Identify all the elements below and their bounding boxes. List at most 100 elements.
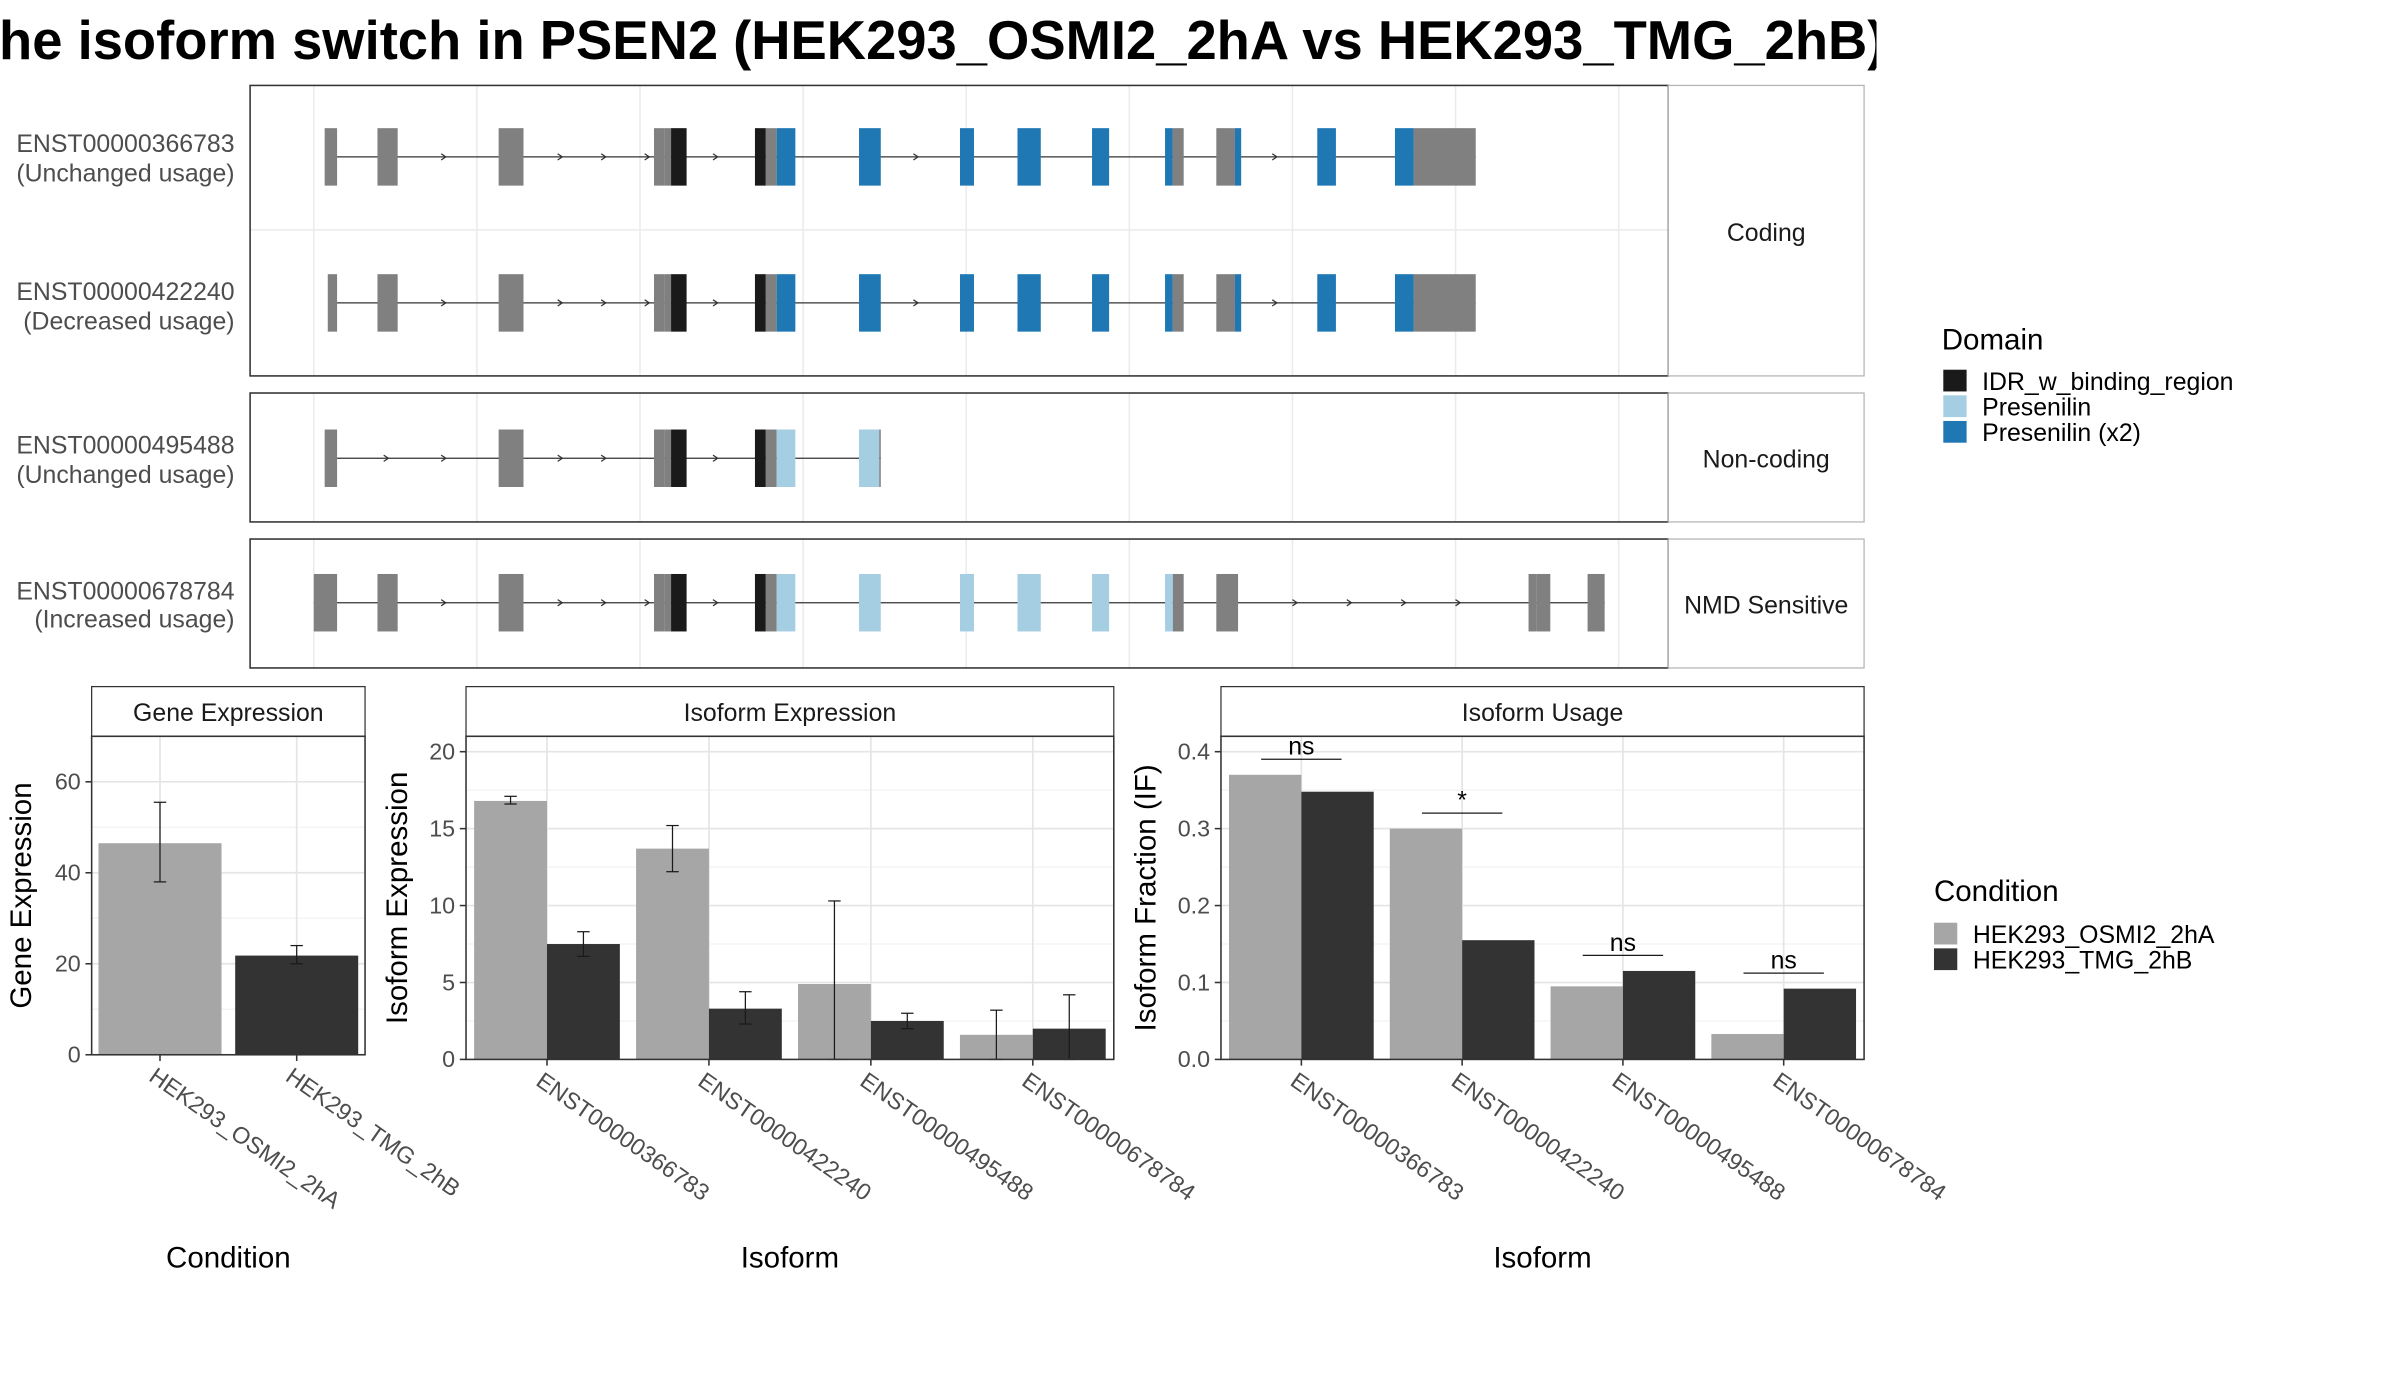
domain-block (776, 274, 796, 332)
intron-arrow (557, 299, 564, 307)
intron-arrow (712, 299, 719, 307)
y-tick-label: 0 (442, 1046, 455, 1072)
panel-title: Isoform Expression (684, 700, 897, 727)
domain-block (776, 429, 796, 487)
domain-block (671, 573, 687, 632)
domain-block (1394, 128, 1414, 186)
error-bar (290, 944, 303, 965)
y-tick-label: 0.3 (1178, 815, 1210, 841)
domain-block (1216, 128, 1235, 186)
domain-block (765, 429, 777, 487)
intron-arrow (1346, 599, 1353, 607)
y-tick-label: 10 (429, 892, 455, 918)
legend-label: HEK293_OSMI2_2hA (1973, 922, 2215, 949)
domain-block (664, 274, 672, 332)
intron-arrow (913, 153, 920, 161)
exon-block (1528, 573, 1537, 632)
exon-block (327, 274, 338, 332)
domain-block (776, 573, 796, 632)
exon-block (653, 429, 665, 487)
exon-block (498, 128, 524, 186)
exon-block (498, 573, 524, 632)
domain-block (1017, 573, 1041, 632)
y-tick-label: 0.4 (1178, 738, 1210, 764)
significance-label: ns (1288, 734, 1314, 761)
legend-label: Presenilin (x2) (1982, 420, 2141, 447)
domain-block (765, 128, 777, 186)
transcript-usage-label: (Increased usage) (34, 607, 234, 634)
intron-arrow (557, 599, 564, 607)
domain-block (859, 573, 881, 632)
intron-arrow (1271, 299, 1279, 307)
exon-block (377, 274, 398, 332)
domain-block (1165, 274, 1173, 332)
facet-strip (1667, 84, 1865, 377)
y-tick-label: 60 (55, 769, 81, 795)
transcript-usage-label: (Unchanged usage) (16, 462, 234, 489)
domain-block (754, 429, 766, 487)
exon-block (313, 573, 338, 632)
x-tick-label: ENST00000678784 (1768, 1067, 1951, 1206)
intron-arrow (600, 299, 607, 307)
x-axis-title: Condition (166, 1242, 291, 1275)
intron-arrow (644, 599, 651, 607)
intron-arrow (600, 599, 607, 607)
domain-block (1165, 128, 1173, 186)
figure-title: The isoform switch in PSEN2 (HEK293_OSMI… (0, 10, 1877, 72)
intron-arrow (712, 153, 719, 161)
transcript-label: ENST00000422240 (16, 279, 234, 306)
domain-block (671, 274, 687, 332)
y-tick-label: 0.0 (1178, 1046, 1210, 1072)
intron-arrow (600, 153, 607, 161)
exon-block (653, 128, 665, 186)
y-tick-label: 5 (442, 969, 455, 995)
legend-title: Condition (1934, 875, 2059, 908)
y-tick-label: 40 (55, 860, 81, 886)
domain-block (1172, 274, 1184, 332)
exon-block (1587, 573, 1605, 632)
domain-block (671, 128, 687, 186)
domain-legend: Domain IDR_w_binding_regionPresenilinPres… (1942, 324, 2234, 448)
y-tick-label: 0.2 (1178, 892, 1210, 918)
bar (1550, 986, 1623, 1060)
panel-background (250, 539, 1669, 668)
intron-arrow (712, 454, 719, 462)
error-bar (153, 801, 167, 883)
significance-label: ns (1610, 930, 1636, 957)
legend-title: Domain (1942, 324, 2044, 357)
legend-key (1933, 922, 1958, 945)
facet-label: Non-coding (1703, 447, 1830, 474)
domain-block (859, 128, 881, 186)
domain-block (960, 573, 974, 632)
domain-block (1172, 128, 1184, 186)
bar (474, 800, 547, 1060)
domain-block (960, 274, 974, 332)
legend-key (1943, 369, 1967, 392)
y-tick-label: 20 (429, 738, 455, 764)
bar (235, 955, 359, 1055)
facet-label: Coding (1727, 220, 1806, 247)
domain-block (664, 128, 672, 186)
domain-block (1234, 128, 1242, 186)
intron-arrow (1400, 599, 1407, 607)
bar (1622, 970, 1696, 1060)
error-bar (666, 824, 679, 873)
panel-strip (1220, 685, 1865, 737)
domain-block (664, 429, 672, 487)
transcript-track (327, 274, 1476, 332)
domain-block (1317, 274, 1336, 332)
legend-key (1943, 395, 1967, 418)
domain-block (1234, 274, 1242, 332)
domain-block (960, 128, 974, 186)
transcript-usage-label: (Unchanged usage) (16, 161, 234, 188)
transcript-label: ENST00000495488 (16, 433, 234, 460)
domain-block (776, 128, 796, 186)
domain-block (879, 429, 881, 487)
transcript-track (324, 429, 881, 487)
y-tick-label: 0 (68, 1042, 81, 1068)
y-tick-label: 0.1 (1178, 969, 1210, 995)
bar (1301, 791, 1374, 1060)
significance-label: * (1457, 787, 1467, 814)
